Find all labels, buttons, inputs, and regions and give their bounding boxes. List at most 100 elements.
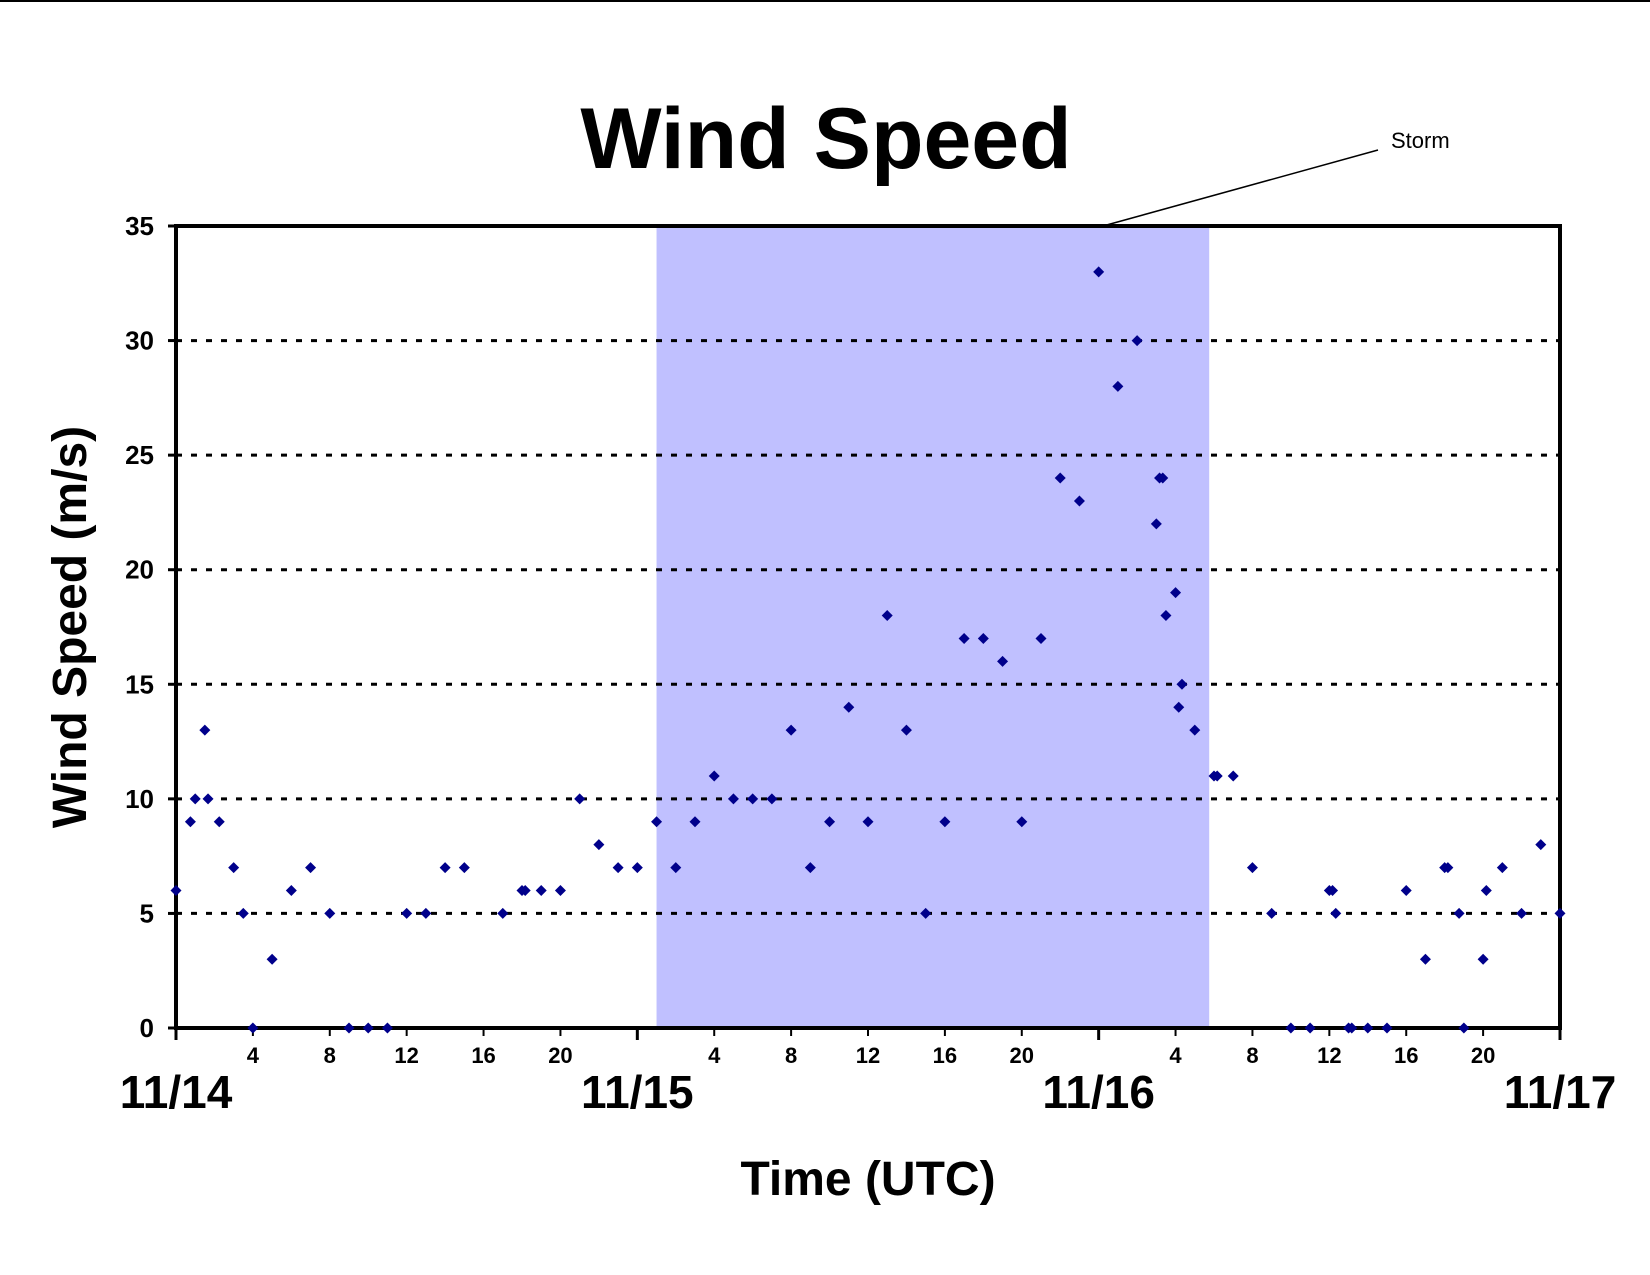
data-point xyxy=(497,907,509,919)
data-point xyxy=(1266,907,1278,919)
data-point xyxy=(920,907,932,919)
data-point xyxy=(1073,495,1085,507)
data-point xyxy=(843,701,855,713)
data-point xyxy=(1227,770,1239,782)
x-hour-label: 20 xyxy=(548,1043,572,1068)
data-point xyxy=(824,816,836,828)
data-point xyxy=(362,1022,374,1034)
data-point xyxy=(1304,1022,1316,1034)
data-point xyxy=(1330,907,1342,919)
data-point xyxy=(997,655,1009,667)
data-point xyxy=(1477,953,1489,965)
storm-band xyxy=(656,226,1210,1028)
data-point xyxy=(1516,907,1528,919)
y-tick-label: 5 xyxy=(140,898,154,928)
data-point xyxy=(593,839,605,851)
data-point xyxy=(785,724,797,736)
data-point xyxy=(1419,953,1431,965)
data-point xyxy=(977,632,989,644)
data-point xyxy=(958,632,970,644)
data-point xyxy=(1458,1022,1470,1034)
data-point xyxy=(1381,1022,1393,1034)
data-point xyxy=(343,1022,355,1034)
x-day-label: 11/16 xyxy=(1042,1066,1155,1118)
data-point xyxy=(170,885,182,897)
storm-annotation-label: Storm xyxy=(1391,128,1450,153)
data-point xyxy=(202,793,214,805)
data-point xyxy=(199,724,211,736)
data-point xyxy=(1480,885,1492,897)
x-hour-label: 12 xyxy=(856,1043,880,1068)
data-point xyxy=(900,724,912,736)
data-point xyxy=(439,862,451,874)
data-point xyxy=(1176,678,1188,690)
data-point xyxy=(574,793,586,805)
data-point xyxy=(401,907,413,919)
x-hour-label: 16 xyxy=(933,1043,957,1068)
data-point xyxy=(1131,335,1143,347)
data-point xyxy=(804,862,816,874)
data-point xyxy=(689,816,701,828)
y-tick-label: 35 xyxy=(125,211,154,241)
y-tick-label: 0 xyxy=(140,1013,154,1043)
x-hour-label: 12 xyxy=(394,1043,418,1068)
data-point xyxy=(612,862,624,874)
data-point xyxy=(266,953,278,965)
y-tick-label: 15 xyxy=(125,669,154,699)
data-point xyxy=(420,907,432,919)
data-point xyxy=(381,1022,393,1034)
data-point xyxy=(1554,907,1566,919)
data-point xyxy=(1150,518,1162,530)
x-day-label: 11/14 xyxy=(120,1066,233,1118)
data-point xyxy=(554,885,566,897)
data-point xyxy=(519,885,531,897)
storm-annotation-leader xyxy=(1102,149,1379,227)
data-point xyxy=(1362,1022,1374,1034)
data-point xyxy=(1400,885,1412,897)
data-point xyxy=(939,816,951,828)
data-point xyxy=(213,816,225,828)
x-hour-label: 4 xyxy=(247,1043,260,1068)
x-hour-label: 20 xyxy=(1471,1043,1495,1068)
x-axis-ticks: 11/14 11/15 11/16 11/17 4 8 12 16 20 4 8 12 16 20 4 8 12… xyxy=(120,1028,1616,1118)
data-point xyxy=(708,770,720,782)
data-point xyxy=(1054,472,1066,484)
x-hour-label: 16 xyxy=(471,1043,495,1068)
data-point xyxy=(1160,610,1172,622)
data-point xyxy=(305,862,317,874)
data-point xyxy=(881,610,893,622)
data-point xyxy=(285,885,297,897)
y-axis-title: Wind Speed (m/s) xyxy=(44,426,97,828)
data-point xyxy=(1327,885,1339,897)
data-point xyxy=(1211,770,1223,782)
data-point xyxy=(1170,587,1182,599)
data-point xyxy=(228,862,240,874)
x-axis-title: Time (UTC) xyxy=(740,1153,995,1206)
data-point xyxy=(651,816,663,828)
y-tick-label: 25 xyxy=(125,440,154,470)
x-day-label: 11/15 xyxy=(581,1066,694,1118)
data-point xyxy=(631,862,643,874)
data-point xyxy=(1246,862,1258,874)
y-axis-ticks: 0 5 10 15 20 25 30 35 xyxy=(125,211,176,1043)
x-hour-label: 8 xyxy=(1246,1043,1258,1068)
y-tick-label: 20 xyxy=(125,555,154,585)
data-point xyxy=(747,793,759,805)
data-point xyxy=(1112,380,1124,392)
x-hour-label: 16 xyxy=(1394,1043,1418,1068)
y-tick-label: 10 xyxy=(125,784,154,814)
x-hour-label: 8 xyxy=(785,1043,797,1068)
data-point xyxy=(727,793,739,805)
data-point xyxy=(1093,266,1105,278)
data-point xyxy=(535,885,547,897)
data-point xyxy=(1346,1022,1358,1034)
x-hour-label: 4 xyxy=(1169,1043,1182,1068)
data-point xyxy=(1035,632,1047,644)
x-hour-label: 8 xyxy=(324,1043,336,1068)
y-tick-label: 30 xyxy=(125,326,154,356)
data-point xyxy=(1173,701,1185,713)
top-rule xyxy=(0,0,1650,2)
data-point xyxy=(237,907,249,919)
data-point xyxy=(766,793,778,805)
x-hour-label: 12 xyxy=(1317,1043,1341,1068)
